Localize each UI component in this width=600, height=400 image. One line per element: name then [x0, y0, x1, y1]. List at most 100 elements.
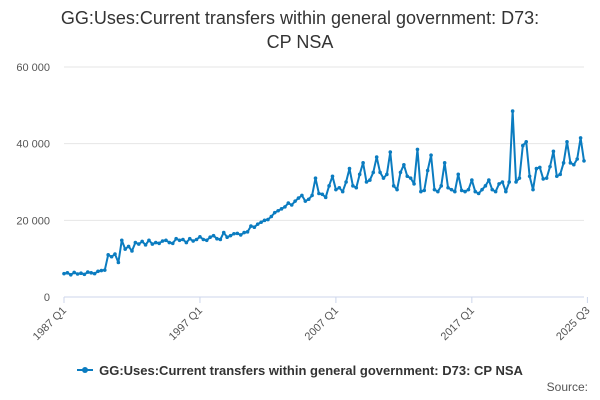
data-point[interactable] [272, 210, 277, 215]
data-point[interactable] [507, 180, 512, 184]
data-point[interactable] [160, 239, 165, 243]
data-point[interactable] [259, 220, 263, 225]
data-point[interactable] [191, 239, 195, 243]
data-point[interactable] [405, 174, 410, 179]
data-point[interactable] [385, 172, 389, 177]
data-point[interactable] [459, 188, 464, 193]
data-point[interactable] [289, 203, 294, 207]
data-point[interactable] [116, 260, 121, 265]
data-point[interactable] [504, 189, 508, 194]
data-point[interactable] [565, 139, 569, 144]
data-point[interactable] [62, 271, 66, 276]
data-point[interactable] [514, 180, 518, 184]
data-point[interactable] [330, 174, 335, 179]
data-point[interactable] [68, 272, 73, 277]
data-point[interactable] [82, 272, 87, 277]
data-point[interactable] [79, 271, 83, 276]
data-point[interactable] [72, 270, 76, 275]
legend[interactable]: GG:Uses:Current transfers within general… [0, 362, 600, 378]
data-point[interactable] [276, 208, 280, 213]
data-point[interactable] [521, 143, 525, 148]
data-point[interactable] [572, 162, 576, 167]
data-point[interactable] [548, 164, 552, 169]
data-point[interactable] [242, 230, 246, 235]
data-point[interactable] [487, 178, 491, 182]
data-point[interactable] [446, 185, 450, 190]
data-point[interactable] [544, 176, 549, 180]
data-point[interactable] [177, 238, 182, 243]
data-point[interactable] [286, 201, 291, 205]
data-point[interactable] [568, 161, 573, 165]
data-point[interactable] [582, 159, 586, 163]
data-point[interactable] [279, 207, 284, 211]
data-point[interactable] [425, 168, 430, 173]
data-point[interactable] [442, 161, 447, 165]
data-point[interactable] [245, 230, 250, 234]
data-point[interactable] [109, 254, 114, 259]
data-point[interactable] [337, 185, 342, 190]
data-point[interactable] [558, 172, 563, 177]
data-point[interactable] [303, 199, 308, 203]
data-point[interactable] [218, 237, 223, 242]
data-point[interactable] [483, 184, 488, 188]
data-point[interactable] [126, 244, 131, 249]
data-point[interactable] [412, 182, 416, 186]
data-point[interactable] [470, 178, 474, 182]
data-point[interactable] [432, 187, 437, 192]
data-point[interactable] [381, 176, 386, 180]
data-point[interactable] [371, 170, 376, 175]
data-point[interactable] [167, 240, 172, 245]
data-point[interactable] [235, 231, 240, 236]
data-point[interactable] [181, 237, 185, 242]
data-point[interactable] [466, 187, 471, 192]
data-point[interactable] [439, 184, 444, 188]
data-point[interactable] [436, 189, 440, 194]
data-point[interactable] [198, 235, 202, 239]
data-point[interactable] [391, 184, 396, 188]
data-point[interactable] [500, 180, 505, 184]
data-point[interactable] [296, 196, 301, 200]
data-point[interactable] [388, 150, 393, 154]
data-point[interactable] [225, 235, 229, 239]
data-point[interactable] [429, 153, 433, 157]
data-point[interactable] [473, 189, 478, 194]
data-point[interactable] [402, 162, 406, 167]
data-point[interactable] [517, 176, 522, 180]
data-point[interactable] [395, 187, 399, 192]
data-point[interactable] [374, 155, 379, 159]
data-point[interactable] [493, 189, 498, 194]
data-point[interactable] [65, 271, 70, 275]
data-point[interactable] [320, 192, 325, 197]
data-point[interactable] [317, 191, 321, 196]
data-point[interactable] [262, 218, 267, 223]
data-point[interactable] [252, 225, 257, 230]
data-point[interactable] [378, 170, 382, 175]
data-point[interactable] [102, 268, 107, 272]
data-point[interactable] [130, 249, 134, 253]
data-point[interactable] [157, 241, 161, 246]
data-point[interactable] [357, 172, 362, 177]
data-point[interactable] [96, 269, 100, 274]
data-point[interactable] [415, 147, 420, 152]
data-point[interactable] [497, 182, 501, 186]
data-point[interactable] [75, 272, 80, 276]
data-point[interactable] [208, 235, 212, 239]
data-point[interactable] [561, 161, 566, 165]
data-point[interactable] [347, 166, 352, 171]
data-point[interactable] [541, 177, 546, 181]
data-point[interactable] [408, 176, 413, 180]
data-point[interactable] [510, 109, 515, 113]
data-point[interactable] [249, 224, 253, 228]
data-point[interactable] [344, 180, 348, 184]
data-point[interactable] [164, 238, 168, 243]
data-point[interactable] [524, 139, 529, 144]
data-point[interactable] [419, 189, 423, 194]
data-point[interactable] [555, 174, 559, 179]
data-point[interactable] [187, 236, 192, 241]
data-point[interactable] [232, 231, 236, 236]
data-point[interactable] [85, 270, 90, 274]
data-point[interactable] [534, 166, 539, 171]
data-point[interactable] [527, 174, 532, 179]
data-point[interactable] [351, 184, 355, 188]
data-point[interactable] [578, 136, 583, 140]
